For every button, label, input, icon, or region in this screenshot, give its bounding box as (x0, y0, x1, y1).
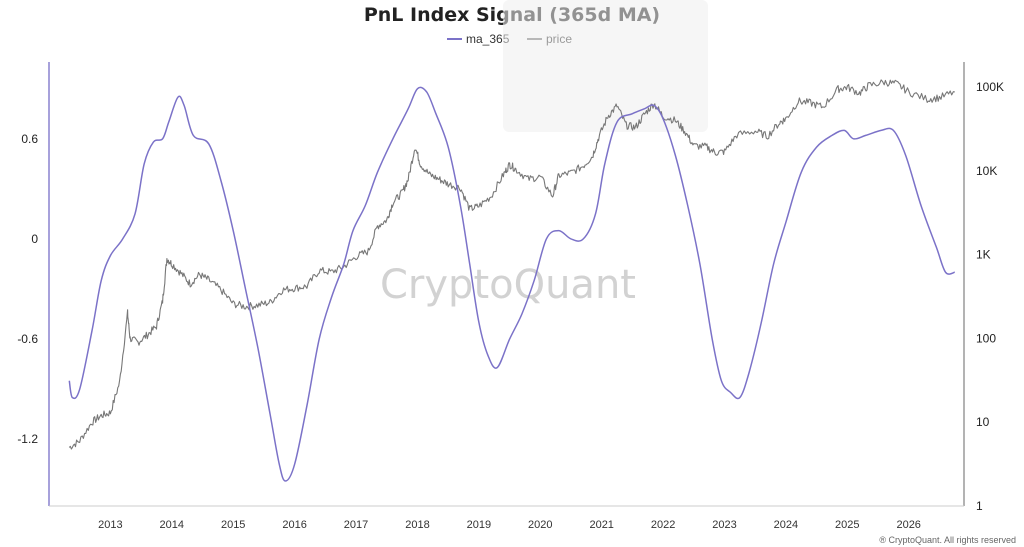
y-left-tick-label: 0.6 (21, 132, 38, 146)
x-tick-label: 2022 (651, 519, 675, 531)
x-tick-label: 2021 (589, 519, 613, 531)
x-tick-label: 2025 (835, 519, 859, 531)
y-right-tick-label: 100K (976, 80, 1004, 94)
x-ticks: 2013 2014 2015 2016 2017 2018 2019 2020 2021 2022… (98, 519, 921, 531)
x-tick-label: 2020 (528, 519, 552, 531)
ma-365-series (68, 86, 955, 482)
x-tick-label: 2016 (282, 519, 306, 531)
price-series (68, 79, 955, 450)
ma-365-line (68, 86, 955, 482)
x-tick-label: 2026 (896, 519, 920, 531)
x-tick-label: 2014 (160, 519, 184, 531)
tooltip-ghost (503, 0, 708, 132)
y-left-tick-label: 0 (31, 232, 38, 246)
y-right-tick-label: 100 (976, 332, 996, 346)
x-tick-label: 2018 (405, 519, 429, 531)
watermark: CryptoQuant (380, 262, 636, 308)
y-left-ticks: 0.6 0 -0.6 -1.2 (17, 132, 38, 446)
x-tick-label: 2013 (98, 519, 122, 531)
price-line (68, 79, 955, 450)
y-right-tick-label: 1K (976, 248, 991, 262)
y-right-ticks: 100K 10K 1K 100 10 1 (976, 80, 1004, 513)
x-tick-label: 2019 (467, 519, 491, 531)
y-right-tick-label: 10 (976, 415, 990, 429)
y-right-tick-label: 10K (976, 164, 997, 178)
x-tick-label: 2024 (774, 519, 798, 531)
x-tick-label: 2015 (221, 519, 245, 531)
credit: ® CryptoQuant. All rights reserved (879, 535, 1016, 545)
y-left-tick-label: -0.6 (17, 332, 38, 346)
legend-label-ma-365: ma_365 (466, 32, 510, 46)
y-right-tick-label: 1 (976, 499, 983, 513)
y-left-tick-label: -1.2 (17, 432, 38, 446)
x-tick-label: 2023 (712, 519, 736, 531)
x-tick-label: 2017 (344, 519, 368, 531)
